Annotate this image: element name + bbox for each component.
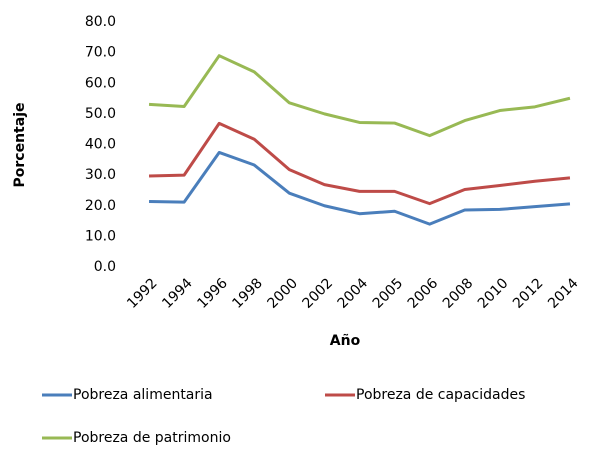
y-tick-label: 10.0 [85,228,116,244]
y-tick-label: 50.0 [85,106,116,122]
x-tick-label: 2014 [545,275,582,312]
y-tick-label: 30.0 [85,167,116,183]
x-axis-label: Año [330,333,361,349]
x-tick-label: 1992 [124,275,161,312]
series-line [149,150,571,226]
series-line [148,54,571,138]
y-tick-label: 80.0 [85,14,116,30]
x-tick-label: 2012 [510,275,547,312]
x-tick-label: 2006 [405,275,442,312]
legend-label: Pobreza alimentaria [73,387,213,403]
y-tick-label: 40.0 [85,137,116,153]
y-tick-label: 60.0 [85,75,116,91]
x-tick-label: 1998 [229,275,266,312]
x-tick-label: 2008 [440,275,477,312]
series-line [148,121,571,206]
x-tick-label: 2002 [300,275,337,312]
x-tick-label: 1994 [159,275,196,312]
x-tick-label: 2010 [475,275,512,312]
x-tick-label: 2000 [264,275,301,312]
y-tick-label: 0.0 [94,259,116,275]
y-axis-label: Porcentaje [12,103,28,188]
x-tick-label: 2005 [370,275,407,312]
y-tick-label: 70.0 [85,45,116,61]
x-tick-label: 1996 [194,275,231,312]
y-tick-label: 20.0 [85,198,116,214]
x-tick-label: 2004 [335,275,372,312]
legend-label: Pobreza de capacidades [356,387,525,403]
legend-label: Pobreza de patrimonio [73,430,231,446]
